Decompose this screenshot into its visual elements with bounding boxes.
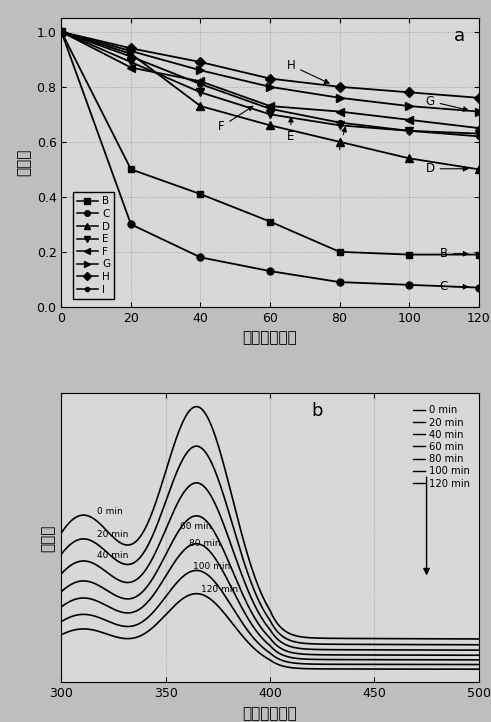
F: [197, 77, 203, 86]
Text: G: G: [426, 95, 468, 111]
B: [58, 27, 64, 36]
G: [58, 27, 64, 36]
Text: F: F: [218, 106, 253, 133]
B: [267, 217, 273, 226]
G: [267, 82, 273, 91]
E: [337, 121, 343, 130]
I: [476, 132, 482, 141]
I: [337, 118, 343, 127]
D: [197, 102, 203, 110]
H: [197, 58, 203, 66]
X-axis label: 时间（分钟）: 时间（分钟）: [243, 330, 298, 345]
Text: 60 min: 60 min: [180, 523, 212, 531]
E: [476, 129, 482, 138]
F: [476, 123, 482, 132]
Text: I: I: [338, 127, 346, 153]
Text: a: a: [454, 27, 465, 45]
C: [476, 283, 482, 292]
I: [267, 105, 273, 113]
C: [337, 278, 343, 287]
E: [197, 88, 203, 97]
E: [128, 58, 134, 66]
Text: H: H: [287, 59, 329, 83]
Line: H: H: [58, 28, 482, 101]
I: [58, 27, 64, 36]
Text: b: b: [312, 402, 323, 420]
C: [58, 27, 64, 36]
Line: C: C: [58, 28, 482, 291]
Line: E: E: [57, 27, 483, 138]
F: [58, 27, 64, 36]
Text: 40 min: 40 min: [97, 552, 128, 560]
Text: 100 min: 100 min: [193, 562, 230, 571]
D: [128, 50, 134, 58]
G: [128, 47, 134, 56]
Text: 0 min: 0 min: [97, 507, 123, 516]
H: [406, 88, 412, 97]
Text: 120 min: 120 min: [201, 585, 238, 593]
B: [476, 251, 482, 259]
D: [476, 165, 482, 174]
B: [128, 165, 134, 174]
C: [406, 281, 412, 290]
E: [58, 27, 64, 36]
Text: D: D: [426, 162, 468, 175]
H: [128, 44, 134, 53]
Text: E: E: [287, 118, 295, 144]
Text: C: C: [440, 280, 468, 293]
D: [406, 154, 412, 162]
D: [58, 27, 64, 36]
B: [406, 251, 412, 259]
Line: I: I: [58, 29, 482, 139]
C: [267, 266, 273, 275]
Text: 80 min: 80 min: [189, 539, 220, 547]
Line: G: G: [57, 27, 483, 116]
I: [197, 79, 203, 88]
F: [128, 64, 134, 72]
F: [267, 102, 273, 110]
G: [476, 108, 482, 116]
Text: 20 min: 20 min: [97, 530, 128, 539]
G: [337, 93, 343, 102]
Y-axis label: 降解率: 降解率: [16, 149, 31, 176]
Line: B: B: [58, 28, 482, 258]
X-axis label: 波长（纳米）: 波长（纳米）: [243, 705, 298, 721]
H: [337, 82, 343, 91]
Legend: B, C, D, E, F, G, H, I: B, C, D, E, F, G, H, I: [73, 192, 114, 299]
H: [58, 27, 64, 36]
G: [406, 102, 412, 110]
Line: D: D: [57, 27, 483, 173]
G: [197, 66, 203, 74]
B: [197, 190, 203, 199]
Text: B: B: [440, 247, 468, 260]
Legend: 0 min, 20 min, 40 min, 60 min, 80 min, 100 min, 120 min: 0 min, 20 min, 40 min, 60 min, 80 min, 1…: [409, 401, 474, 492]
I: [128, 52, 134, 61]
D: [267, 121, 273, 130]
Y-axis label: 吸光度: 吸光度: [41, 524, 56, 552]
H: [476, 93, 482, 102]
I: [406, 126, 412, 135]
F: [337, 108, 343, 116]
H: [267, 74, 273, 83]
E: [267, 110, 273, 118]
E: [406, 126, 412, 135]
F: [406, 116, 412, 124]
Line: F: F: [57, 27, 483, 132]
D: [337, 137, 343, 146]
C: [128, 220, 134, 229]
B: [337, 248, 343, 256]
C: [197, 253, 203, 261]
